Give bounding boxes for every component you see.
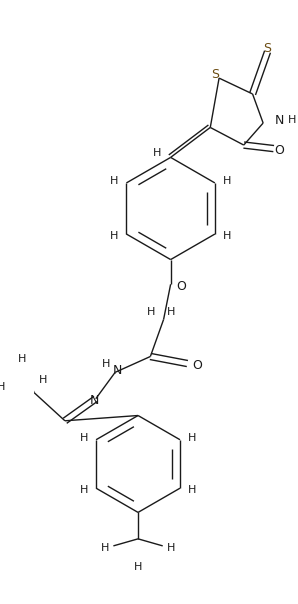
Text: H: H — [39, 375, 47, 385]
Text: H: H — [0, 382, 5, 393]
Text: O: O — [274, 144, 284, 157]
Text: H: H — [80, 485, 88, 495]
Text: N: N — [274, 114, 284, 127]
Text: H: H — [188, 433, 196, 443]
Text: O: O — [192, 359, 202, 372]
Text: H: H — [134, 562, 142, 572]
Text: S: S — [211, 68, 219, 81]
Text: H: H — [18, 354, 26, 364]
Text: S: S — [263, 42, 271, 54]
Text: N: N — [89, 394, 99, 407]
Text: N: N — [113, 364, 122, 377]
Text: H: H — [100, 542, 109, 553]
Text: H: H — [223, 231, 232, 241]
Text: H: H — [80, 433, 88, 443]
Text: H: H — [188, 485, 196, 495]
Text: H: H — [110, 176, 118, 186]
Text: O: O — [176, 280, 186, 292]
Text: H: H — [102, 359, 111, 368]
Text: H: H — [223, 176, 232, 186]
Text: H: H — [288, 115, 297, 126]
Text: H: H — [167, 542, 176, 553]
Text: H: H — [147, 307, 156, 318]
Text: H: H — [153, 148, 162, 158]
Text: H: H — [167, 307, 175, 318]
Text: H: H — [110, 231, 118, 241]
